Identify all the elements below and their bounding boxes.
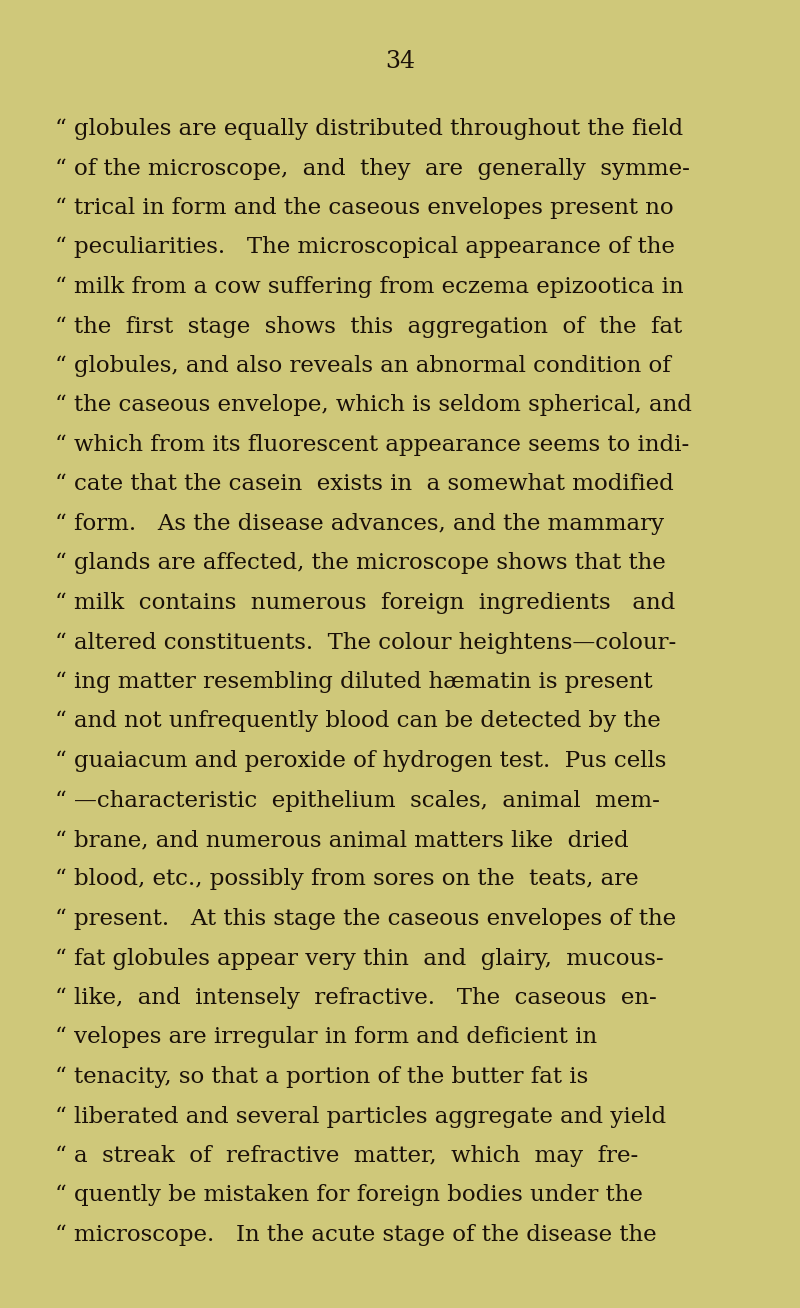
Text: “ milk from a cow suffering from eczema epizootica in: “ milk from a cow suffering from eczema … [55,276,684,298]
Text: “ brane, and numerous animal matters like  dried: “ brane, and numerous animal matters lik… [55,829,629,852]
Text: “ cate that the casein  exists in  a somewhat modified: “ cate that the casein exists in a somew… [55,473,674,496]
Text: “ microscope.   In the acute stage of the disease the: “ microscope. In the acute stage of the … [55,1224,657,1247]
Text: “ milk  contains  numerous  foreign  ingredients   and: “ milk contains numerous foreign ingredi… [55,593,675,613]
Text: “ present.   At this stage the caseous envelopes of the: “ present. At this stage the caseous env… [55,908,676,930]
Text: “ the  first  stage  shows  this  aggregation  of  the  fat: “ the first stage shows this aggregation… [55,315,682,337]
Text: “ like,  and  intensely  refractive.   The  caseous  en-: “ like, and intensely refractive. The ca… [55,988,657,1008]
Text: “ glands are affected, the microscope shows that the: “ glands are affected, the microscope sh… [55,552,666,574]
Text: “ altered constituents.  The colour heightens—colour-: “ altered constituents. The colour heigh… [55,632,676,654]
Text: “ globules, and also reveals an abnormal condition of: “ globules, and also reveals an abnormal… [55,354,670,377]
Text: “ form.   As the disease advances, and the mammary: “ form. As the disease advances, and the… [55,513,664,535]
Text: “ quently be mistaken for foreign bodies under the: “ quently be mistaken for foreign bodies… [55,1185,643,1206]
Text: “ tenacity, so that a portion of the butter fat is: “ tenacity, so that a portion of the but… [55,1066,588,1088]
Text: “ guaiacum and peroxide of hydrogen test.  Pus cells: “ guaiacum and peroxide of hydrogen test… [55,749,666,772]
Text: “ ing matter resembling diluted hæmatin is present: “ ing matter resembling diluted hæmatin … [55,671,653,693]
Text: “ trical in form and the caseous envelopes present no: “ trical in form and the caseous envelop… [55,198,674,218]
Text: “ globules are equally distributed throughout the field: “ globules are equally distributed throu… [55,118,683,140]
Text: “ blood, etc., possibly from sores on the  teats, are: “ blood, etc., possibly from sores on th… [55,869,638,891]
Text: “ fat globules appear very thin  and  glairy,  mucous-: “ fat globules appear very thin and glai… [55,947,664,969]
Text: “ a  streak  of  refractive  matter,  which  may  fre-: “ a streak of refractive matter, which m… [55,1144,638,1167]
Text: “ which from its fluorescent appearance seems to indi-: “ which from its fluorescent appearance … [55,434,690,456]
Text: “ —characteristic  epithelium  scales,  animal  mem-: “ —characteristic epithelium scales, ani… [55,790,660,811]
Text: “ the caseous envelope, which is seldom spherical, and: “ the caseous envelope, which is seldom … [55,395,692,416]
Text: 34: 34 [385,51,415,73]
Text: “ velopes are irregular in form and deficient in: “ velopes are irregular in form and defi… [55,1027,597,1049]
Text: “ of the microscope,  and  they  are  generally  symme-: “ of the microscope, and they are genera… [55,157,690,179]
Text: “ liberated and several particles aggregate and yield: “ liberated and several particles aggreg… [55,1105,666,1127]
Text: “ peculiarities.   The microscopical appearance of the: “ peculiarities. The microscopical appea… [55,237,675,259]
Text: “ and not unfrequently blood can be detected by the: “ and not unfrequently blood can be dete… [55,710,661,732]
